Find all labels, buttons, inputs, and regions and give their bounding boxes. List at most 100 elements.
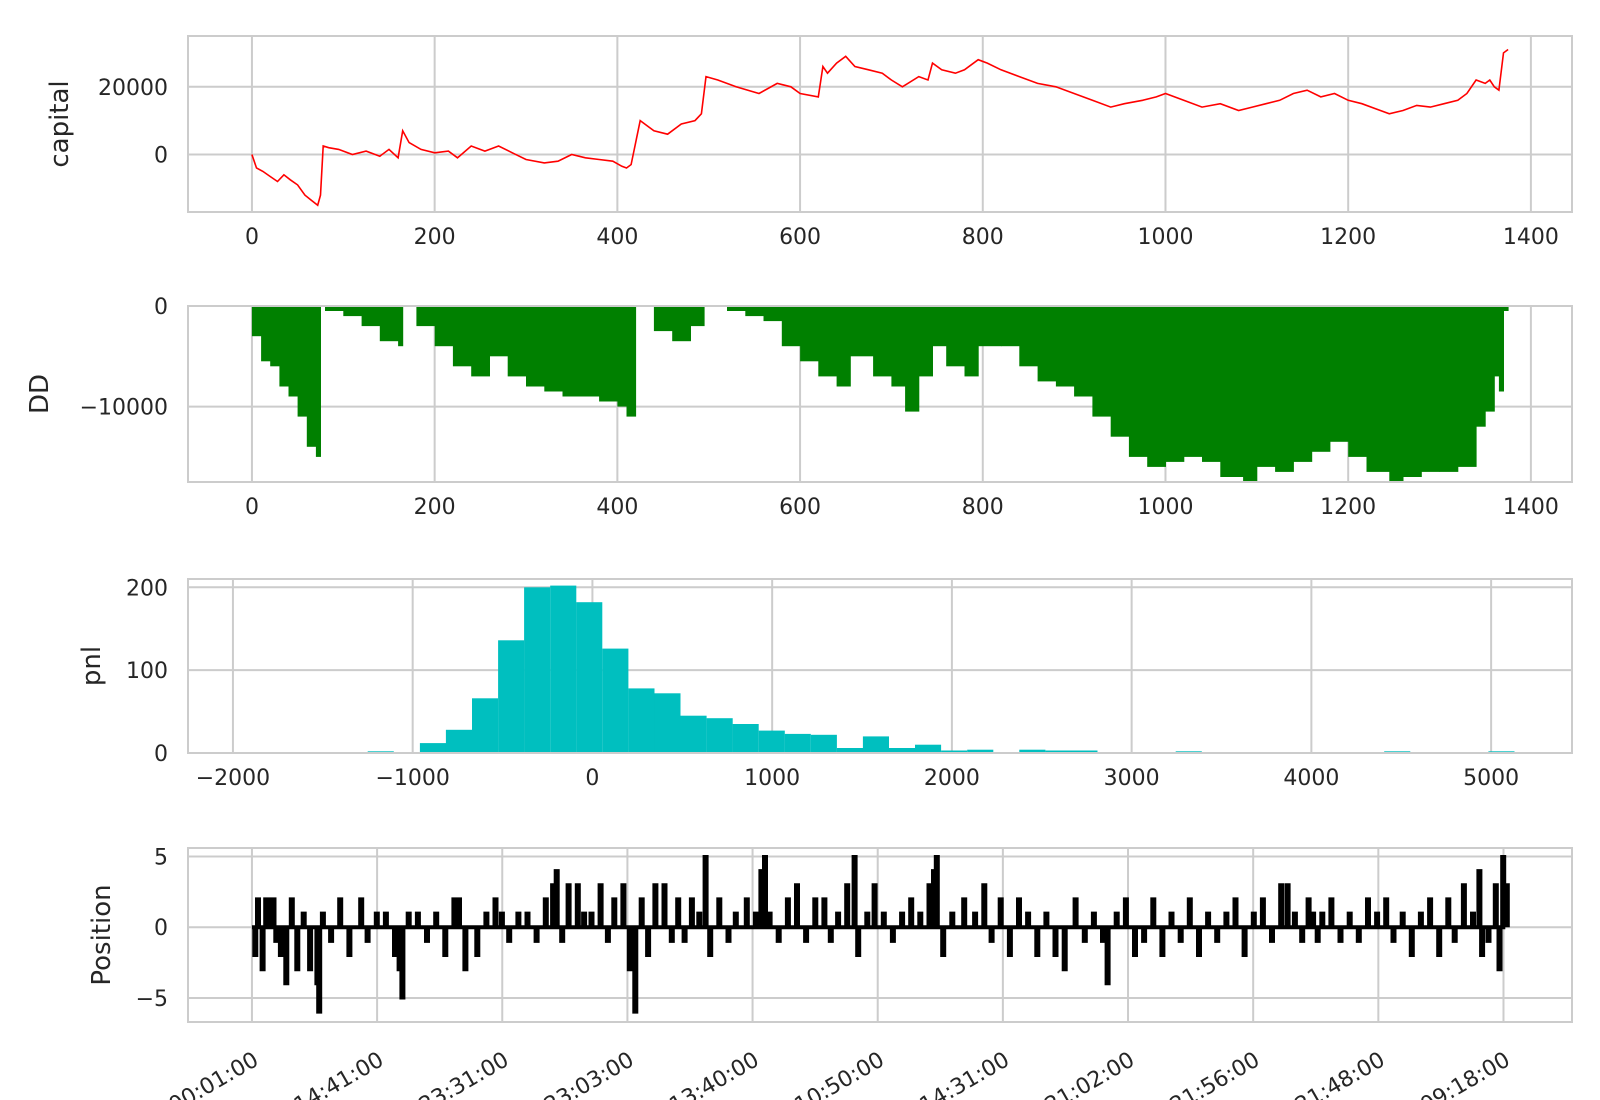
x-tick-label: 5 23:03:00 [522,1048,638,1100]
histogram-bar [576,602,603,753]
drawdown-bar [1074,306,1093,397]
drawdown-bar [1019,306,1039,367]
x-tick-label: 1000 [1137,225,1193,250]
drawdown-bar [452,306,472,367]
drawdown-bar [850,306,874,357]
x-tick-label: 5000 [1463,766,1519,791]
x-tick-label: 1000 [744,766,800,791]
drawdown-bar [617,306,627,407]
drawdown-bar [1311,306,1331,452]
drawdown-bar [1366,306,1390,472]
drawdown-bar [562,306,582,397]
drawdown-bar [1001,306,1020,347]
axes-frame [187,305,1573,483]
drawdown-bar [727,306,746,311]
drawdown-bar [626,306,637,417]
drawdown-bar [361,306,381,327]
drawdown-bar [918,306,933,377]
x-tick-label: 200 [414,225,456,250]
drawdown-bar [836,306,851,387]
histogram-bar [445,729,472,753]
x-tick-label: 200 [414,495,456,520]
histogram-bar [1019,749,1046,753]
y-tick-label: −10000 [80,396,168,421]
x-tick-label: 1 13:40:00 [647,1048,763,1100]
y-axis-label: DD [25,374,55,414]
drawdown-bar [763,306,783,322]
tick-labels: 0 200 400 600 800 1000 1200 1400 0 20000 [98,76,1559,250]
drawdown-bar [873,306,892,377]
drawdown-bar [1421,306,1441,472]
drawdown-bar [315,306,321,457]
histogram-bar [941,750,968,753]
drawdown-bar [471,306,490,377]
drawdown-bar [1457,306,1477,467]
drawdown-bar [1329,306,1349,442]
drawdown-bar [1485,306,1495,412]
drawdown-bar [343,306,363,317]
drawdown-bar [690,306,705,327]
x-tick-label: 2000 [924,766,980,791]
x-tick-label: 0 00:01:00 [147,1048,263,1100]
drawdown-bar [325,306,344,311]
drawdown-bar [1403,306,1422,477]
drawdown-bar [1220,306,1244,477]
y-tick-label: 5 [154,845,168,870]
x-tick-label: 1400 [1503,225,1559,250]
drawdown-bar [1128,306,1148,457]
x-tick-label: 1000 [1137,495,1193,520]
tick-labels: −2000 −1000 0 1000 2000 3000 4000 5000 0 100 200 [126,576,1519,791]
x-tick-label: 0 21:02:00 [1023,1048,1139,1100]
y-tick-label: −5 [136,987,168,1012]
drawdown-bar [544,306,564,392]
y-axis-label: pnl [77,646,107,686]
drawdown-bar [781,306,801,347]
x-tick-label: 1200 [1320,225,1376,250]
x-tick-label: −1000 [375,766,449,791]
gridlines [188,36,1572,212]
drawdown-bar [398,306,404,347]
drawdown-bar [1183,306,1203,457]
y-tick-label: 0 [154,295,168,320]
drawdown-bar [1110,306,1130,437]
tick-labels: 0 200 400 600 800 1000 1200 1400 −10000 0 [80,295,1559,520]
drawdown-bar [261,306,271,362]
drawdown-bar [434,306,454,347]
pnl-histogram-panel: −2000 −1000 0 1000 2000 3000 4000 5000 0 100 200 pn… [77,576,1573,791]
histogram-bar [550,585,577,753]
histogram-bar [862,736,889,753]
x-tick-label: 4000 [1283,766,1339,791]
drawdown-bar [978,306,1002,347]
tick-labels: 0 00:01:00 0 14:41:00 5 23:31:00 5 23:03:00… [136,845,1515,1100]
drawdown-bar [1202,306,1221,462]
drawdown-bar [905,306,920,412]
drawdown-bar [1503,306,1509,311]
x-tick-label: 0 10:50:00 [772,1048,888,1100]
drawdown-bar [489,306,509,357]
histogram-bar [602,648,629,753]
drawdown-bar [1092,306,1112,417]
histogram-bar [419,743,446,753]
drawdown-bar [251,306,262,337]
histogram-bar [524,587,551,753]
y-axis-label: Position [87,884,117,985]
position-line [252,855,1510,1014]
histogram-bar [628,688,655,753]
drawdown-bar [672,306,691,342]
drawdown-bar [580,306,600,397]
x-tick-label: 5 23:31:00 [397,1048,513,1100]
drawdown-bar [526,306,545,387]
x-tick-label: 400 [596,225,638,250]
y-tick-label: 20000 [98,76,168,101]
drawdown-bar [279,306,289,387]
drawdown-bar [416,306,436,327]
x-tick-label: 1400 [1503,495,1559,520]
x-tick-label: 0 14:41:00 [272,1048,388,1100]
histogram-bar [732,724,759,753]
drawdown-bar [818,306,838,377]
capital-panel: 0 200 400 600 800 1000 1200 1400 0 20000 capital [45,35,1573,250]
drawdown-bar [745,306,765,317]
x-tick-label: 400 [596,495,638,520]
drawdown-bar [1389,306,1404,482]
